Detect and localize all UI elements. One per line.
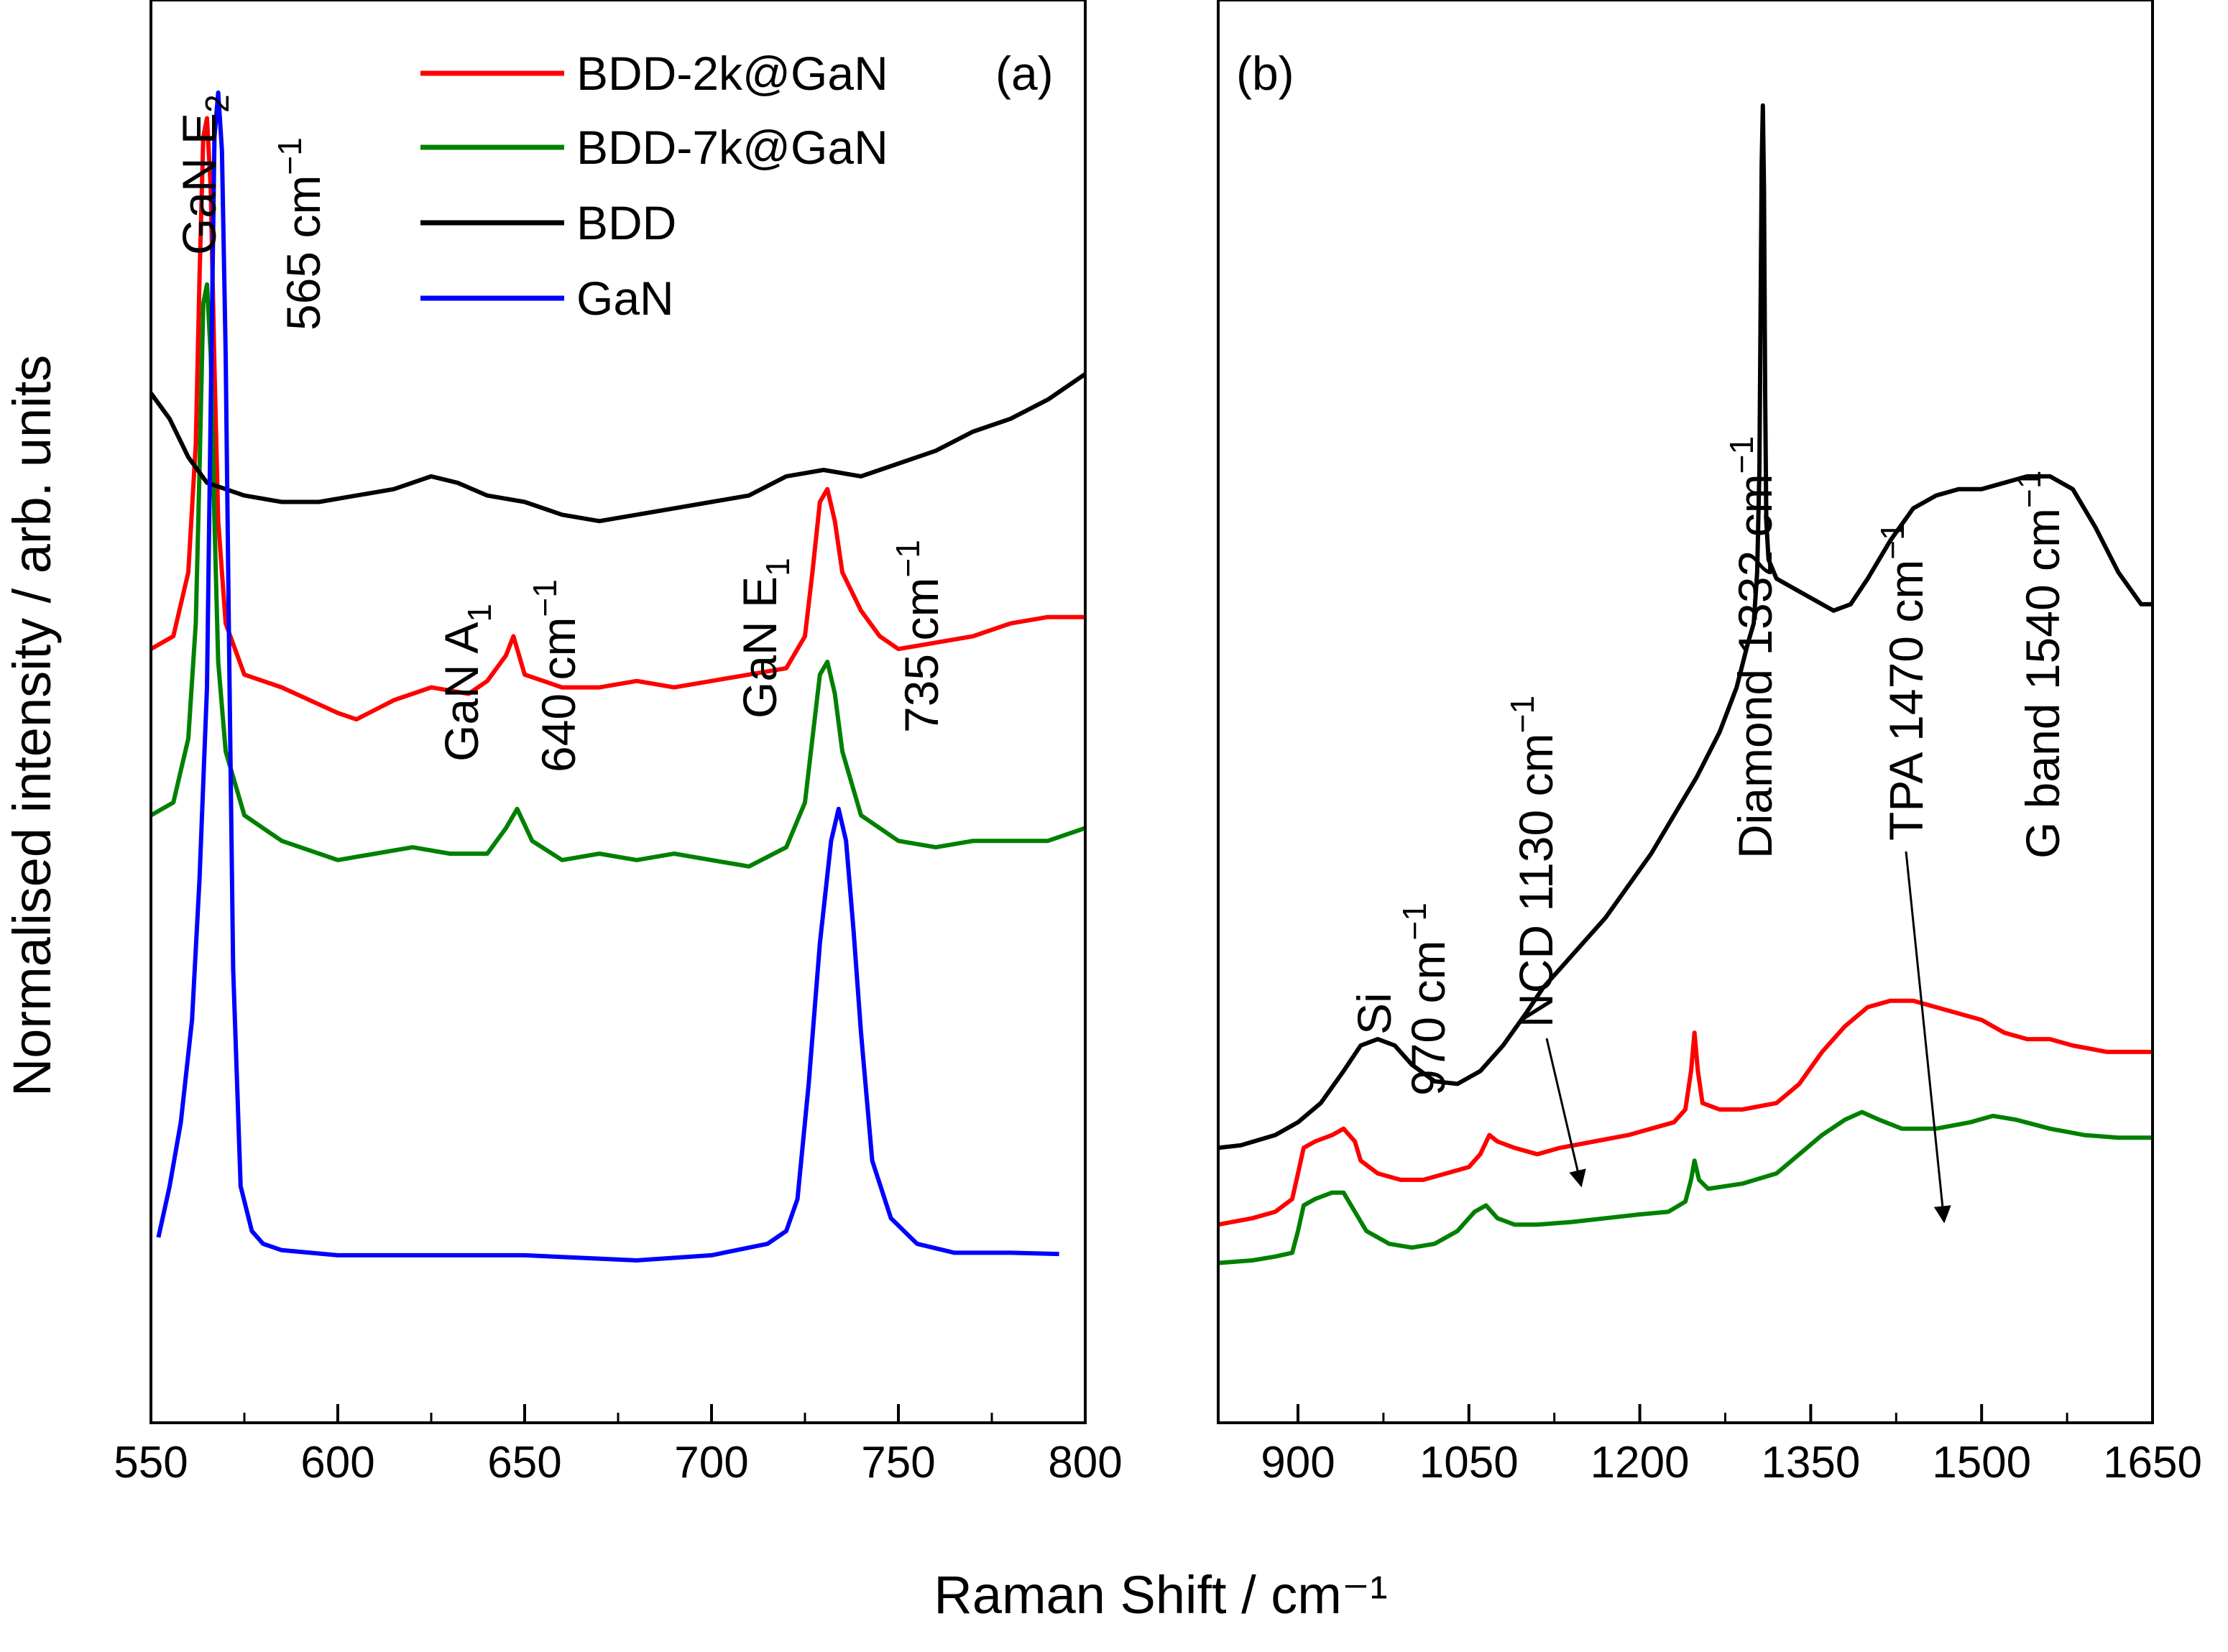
panel-b: 900 1050 1200 1350 1500 1650 (b) Si 970 cm−1 … <box>1217 0 2202 1487</box>
annot-g-band: G band 1540 cm−1 <box>2010 471 2069 859</box>
annot-si: Si <box>1348 992 1401 1035</box>
panel-a-tick-label: 550 <box>114 1438 188 1487</box>
legend-label-bdd-2k: BDD-2k@GaN <box>576 47 888 100</box>
panel-b-tick-label: 1650 <box>2103 1438 2202 1487</box>
panel-b-tick-label: 900 <box>1261 1438 1335 1487</box>
panel-b-x-ticks: 900 1050 1200 1350 1500 1650 <box>1261 1404 2202 1487</box>
panel-b-tick-label: 1200 <box>1591 1438 1690 1487</box>
panel-a-label: (a) <box>995 47 1054 100</box>
legend-label-bdd: BDD <box>576 196 676 249</box>
panel-b-series-bdd-2k-gan <box>1217 998 2153 1227</box>
panel-a-tick-label: 750 <box>861 1438 935 1487</box>
annot-diamond: Diamond 1332 cm−1 <box>1723 436 1782 859</box>
panel-a-tick-label: 800 <box>1048 1438 1122 1487</box>
panel-b-series-bdd-7k-gan <box>1217 1109 2153 1265</box>
annot-640: 640 cm−1 <box>526 579 585 772</box>
annot-ncd: NCD 1130 cm−1 <box>1504 696 1562 1028</box>
panel-a-series <box>149 90 1087 1263</box>
annot-gan-e1: GaN E1 <box>733 558 796 719</box>
annot-735: 735 cm−1 <box>889 540 948 733</box>
annot-gan-e2: GaN E2 <box>172 94 236 255</box>
annot-tpa: TPA 1470 cm−1 <box>1874 522 1933 841</box>
panel-b-tick-label: 1050 <box>1419 1438 1519 1487</box>
x-axis-title: Raman Shift / cm⁻¹ <box>934 1565 1387 1625</box>
panel-b-label: (b) <box>1236 47 1294 100</box>
ncd-arrow <box>1545 1038 1586 1188</box>
panel-a-series-gan <box>156 90 1059 1263</box>
annot-565: 565 cm−1 <box>271 137 330 331</box>
panel-a-series-bdd-2k-gan <box>149 116 1085 722</box>
panel-b-tick-label: 1500 <box>1932 1438 2031 1487</box>
annot-970: 970 cm−1 <box>1396 903 1455 1096</box>
panel-a-tick-label: 650 <box>487 1438 561 1487</box>
y-axis-title: Normalised intensity / arb. units <box>2 355 62 1097</box>
legend-label-gan: GaN <box>576 272 674 325</box>
panel-a: 550 600 650 700 750 800 BDD-2k@GaN BDD-7k@GaN… <box>114 0 1123 1487</box>
panel-b-series <box>1217 103 2153 1265</box>
panel-a-series-bdd-7k-gan <box>149 282 1086 869</box>
panel-b-tick-label: 1350 <box>1761 1438 1860 1487</box>
legend-label-bdd-7k: BDD-7k@GaN <box>576 121 888 174</box>
panel-b-frame <box>1217 0 2154 1424</box>
legend: BDD-2k@GaN BDD-7k@GaN BDD GaN <box>420 47 888 325</box>
panel-a-series-bdd <box>149 372 1087 524</box>
panel-a-tick-label: 600 <box>300 1438 374 1487</box>
tpa-arrow <box>1905 851 1951 1224</box>
panel-a-x-ticks: 550 600 650 700 750 800 <box>114 1404 1123 1487</box>
panel-a-tick-label: 700 <box>674 1438 748 1487</box>
panel-b-series-bdd <box>1217 103 2153 1150</box>
annot-gan-a1: GaN A1 <box>435 604 498 762</box>
